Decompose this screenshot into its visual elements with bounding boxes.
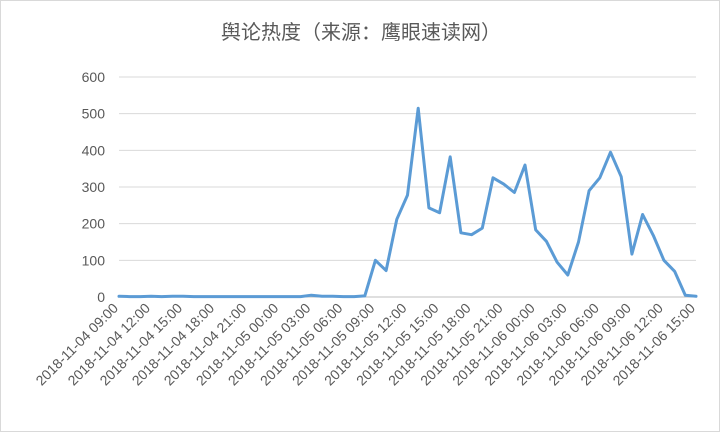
data-point [299,295,302,298]
data-point [224,295,227,298]
data-point [331,295,334,298]
data-point [598,176,601,179]
data-point [427,206,430,209]
data-point [524,164,527,167]
data-point [470,233,473,236]
data-point [214,295,217,298]
data-point [374,259,377,262]
data-point [171,295,174,298]
y-tick-label: 500 [82,106,106,122]
data-point [235,295,238,298]
data-point [363,294,366,297]
data-point [438,211,441,214]
data-point [182,295,185,298]
data-point [310,294,313,297]
y-tick-label: 100 [82,252,106,268]
data-point [118,295,121,298]
data-point [192,295,195,298]
data-point [492,176,495,179]
gridlines [119,76,696,298]
y-axis-ticks: 0 100 200 300 400 500 600 [82,69,106,305]
data-point [150,295,153,298]
data-point [588,189,591,192]
data-point [256,295,259,298]
data-point [449,155,452,158]
data-point [513,191,516,194]
data-point [673,270,676,273]
data-point [267,295,270,298]
data-point [342,295,345,298]
data-point [609,151,612,154]
data-point [630,253,633,256]
y-tick-label: 300 [82,179,106,195]
data-point [534,228,537,231]
data-point [203,295,206,298]
chart-title: 舆论热度（来源：鹰眼速读网） [221,20,501,44]
data-point [289,295,292,298]
data-point [417,107,420,110]
data-point [139,295,142,298]
data-point [641,213,644,216]
data-point [545,240,548,243]
data-point [278,295,281,298]
series-group [117,106,698,299]
data-point [481,227,484,230]
data-point [160,295,163,298]
data-point [556,261,559,264]
y-tick-label: 200 [82,216,106,232]
data-point [128,295,131,298]
data-point [695,295,698,298]
data-point [353,295,356,298]
data-point [566,274,569,277]
data-point [652,234,655,237]
data-point [246,295,249,298]
series-line [117,106,698,299]
y-tick-label: 400 [82,142,106,158]
y-tick-label: 600 [82,69,106,85]
data-point [395,218,398,221]
data-point [502,183,505,186]
data-point [577,241,580,244]
data-point [321,295,324,298]
data-point [662,259,665,262]
data-point [385,269,388,272]
y-tick-label: 0 [97,289,105,305]
data-point [684,294,687,297]
data-point [620,175,623,178]
data-point [459,231,462,234]
data-point [406,194,409,197]
